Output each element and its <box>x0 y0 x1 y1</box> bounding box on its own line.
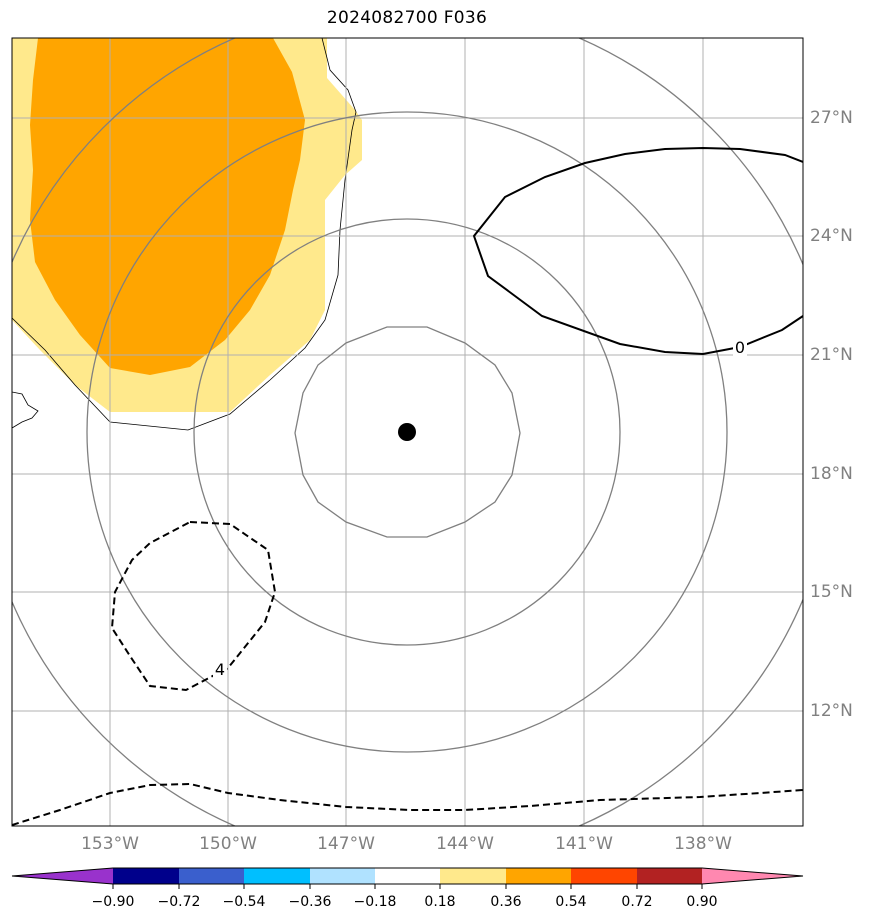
lat-label-12n: 12°N <box>810 701 853 721</box>
colorbar-tick-label: −0.36 <box>288 894 332 910</box>
colorbar-tick-label: −0.54 <box>222 894 266 910</box>
contour-label-4: 4 <box>215 660 225 679</box>
lon-label-144w: 144°W <box>436 834 494 854</box>
colorbar-bin-9 <box>637 868 702 884</box>
colorbar-bin-3 <box>244 868 310 884</box>
colorbar-bin-4 <box>310 868 375 884</box>
island-outline <box>12 391 39 429</box>
colorbar-tick-label: 0.36 <box>490 894 522 910</box>
colorbar-tick-label: −0.90 <box>91 894 135 910</box>
colorbar-tick-label: 0.72 <box>621 894 653 910</box>
colorbar-bin-7 <box>506 868 571 884</box>
coastline <box>12 38 357 431</box>
colorbar-tick-label: −0.72 <box>157 894 201 910</box>
lon-label-138w: 138°W <box>674 834 732 854</box>
colorbar <box>11 867 804 889</box>
contour-label-4-bg <box>213 660 227 678</box>
lat-gridlines <box>12 117 803 712</box>
range-rings <box>12 38 803 826</box>
colorbar-bin-2 <box>179 868 244 884</box>
colorbar-extend-low <box>12 868 113 884</box>
colorbar-bin-6 <box>440 868 506 884</box>
colorbar-bin-1 <box>113 868 179 884</box>
lat-label-24n: 24°N <box>810 226 853 246</box>
lat-label-18n: 18°N <box>810 464 853 484</box>
shaded-field-orange <box>30 38 305 375</box>
colorbar-tick-label: 0.90 <box>686 894 718 910</box>
contour-label-0-bg <box>733 338 747 356</box>
lat-label-21n: 21°N <box>810 345 853 365</box>
colorbar-tick-label: −0.18 <box>353 894 397 910</box>
colorbar-bin-8 <box>571 868 637 884</box>
colorbar-bin-5 <box>375 868 440 884</box>
contour-dashed-south <box>12 782 803 826</box>
lon-label-153w: 153°W <box>81 834 139 854</box>
contour-4-dashed <box>110 520 277 692</box>
map-title: 2024082700 F036 <box>326 8 488 28</box>
colorbar-extend-high <box>702 868 803 884</box>
colorbar-tick-label: 0.54 <box>555 894 587 910</box>
contour-label-0: 0 <box>735 338 745 357</box>
lon-label-141w: 141°W <box>555 834 613 854</box>
contour-0-solid <box>472 146 803 356</box>
lon-label-147w: 147°W <box>317 834 375 854</box>
colorbar-tick-label: 0.18 <box>424 894 456 910</box>
lon-gridlines <box>109 38 704 826</box>
map-frame <box>11 37 804 827</box>
storm-center-dot <box>398 423 416 441</box>
lat-label-27n: 27°N <box>810 108 853 128</box>
lon-label-150w: 150°W <box>199 834 257 854</box>
lat-label-15n: 15°N <box>810 582 853 602</box>
